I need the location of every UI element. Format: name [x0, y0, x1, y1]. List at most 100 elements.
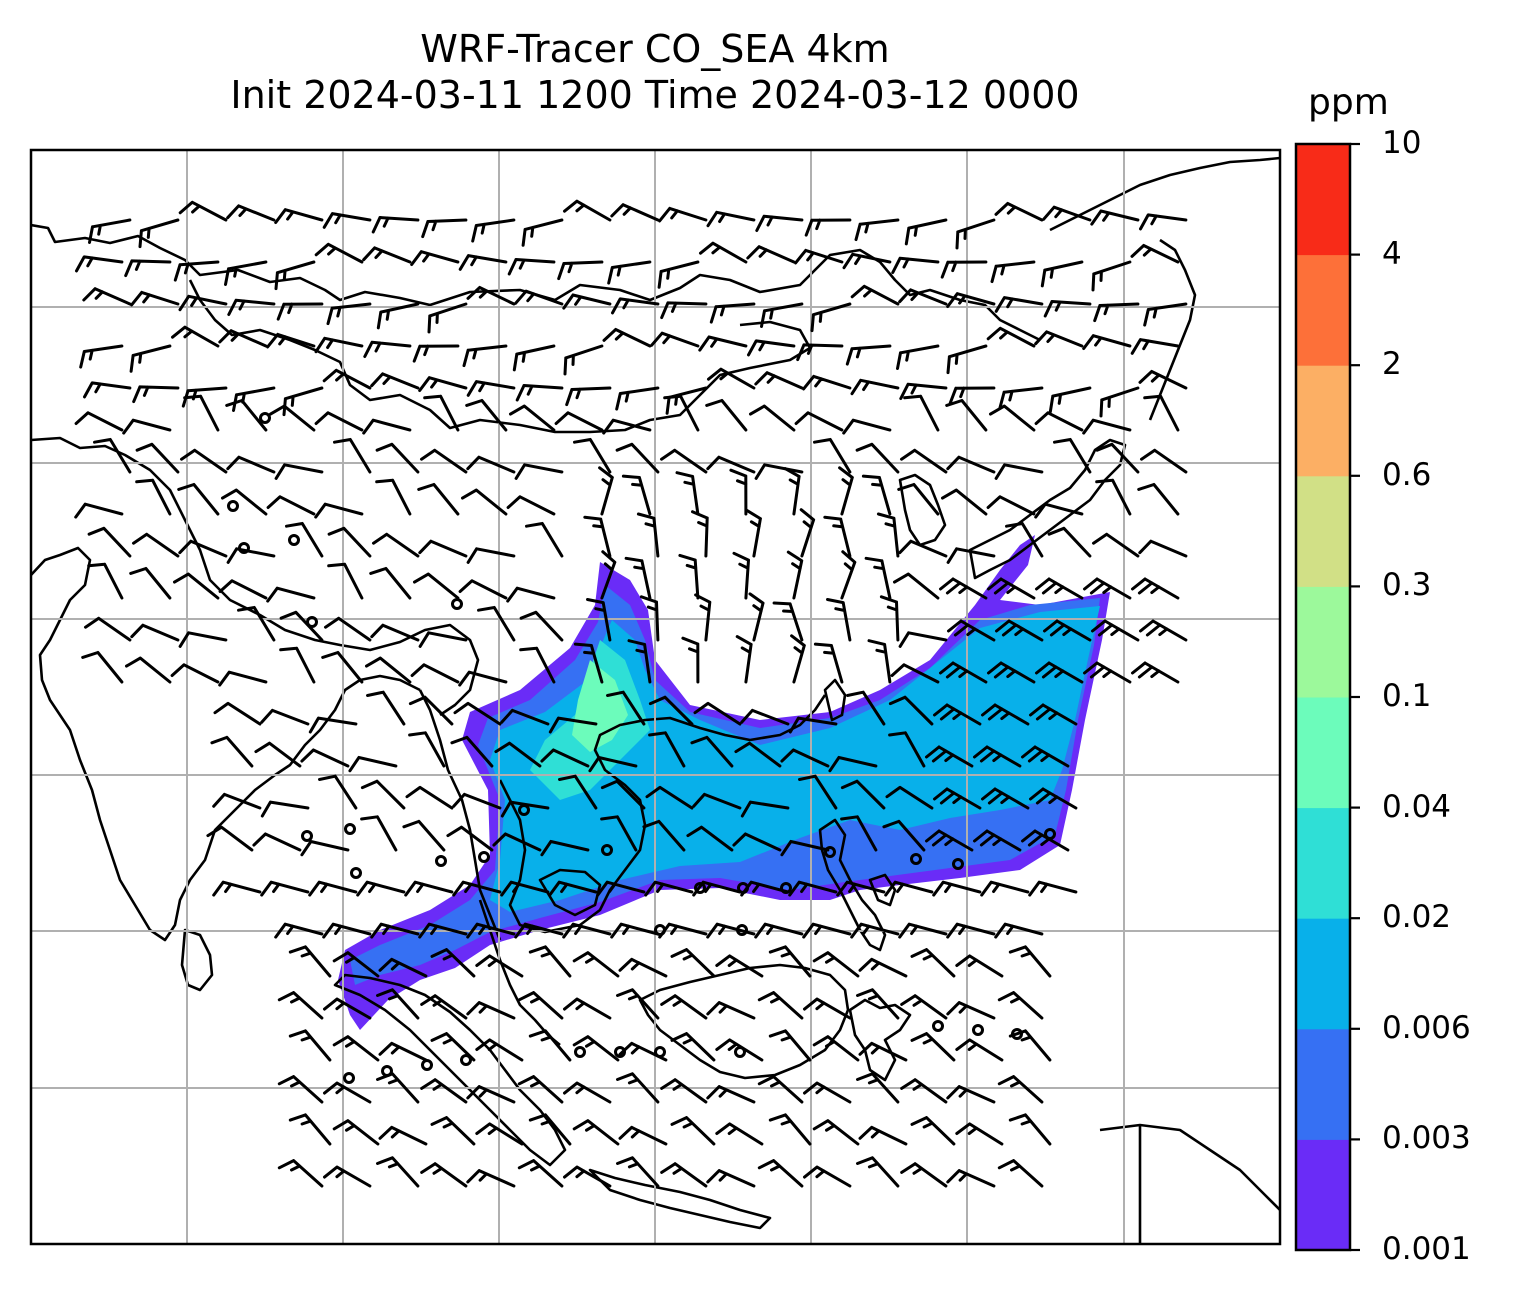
wind-barb: [740, 708, 790, 726]
colorbar-segment-9: [1296, 144, 1350, 256]
wind-barb: [413, 572, 460, 600]
coastline-14: [868, 873, 897, 907]
wind-barb: [757, 991, 804, 1020]
wind-barb: [88, 218, 132, 244]
wind-barb: [642, 819, 686, 852]
wind-barb: [955, 954, 1004, 978]
wind-barb: [754, 371, 804, 390]
wind-barb: [277, 991, 324, 1020]
wind-barb: [1130, 244, 1180, 264]
colorbar-label: 4: [1382, 235, 1402, 272]
coastline-11: [588, 1168, 772, 1230]
wind-barb: [332, 1119, 380, 1146]
wind-barb: [475, 954, 524, 978]
wind-barb: [506, 586, 556, 603]
wind-barb: [946, 455, 996, 474]
wind-barb: [554, 411, 604, 432]
title-line-2: Init 2024-03-11 1200 Time 2024-03-12 000…: [230, 73, 1080, 117]
wind-barb: [452, 880, 502, 897]
coastline-6: [498, 694, 827, 934]
map-frame: [29, 148, 1282, 1246]
wind-barb: [709, 302, 756, 324]
wind-barb: [375, 478, 412, 516]
wind-barb: [326, 302, 372, 326]
wind-barb: [973, 745, 1022, 768]
wind-barb: [1035, 661, 1084, 684]
colorbar-segment-6: [1296, 475, 1350, 587]
wind-barb: [925, 829, 974, 852]
wind-barb: [519, 610, 564, 642]
wind-barb: [333, 438, 372, 474]
wind-barb: [1131, 577, 1180, 600]
wind-barb: [989, 404, 1036, 432]
wind-barb: [670, 1116, 716, 1146]
wind-barb: [466, 1085, 516, 1104]
wind-barb: [285, 522, 324, 558]
wind-barb: [890, 663, 940, 684]
wind-barb: [903, 394, 940, 432]
colorbar-label: 0.04: [1382, 788, 1452, 825]
wind-barb: [412, 344, 460, 363]
wind-barb: [990, 260, 1036, 284]
wind-barb: [332, 951, 380, 978]
wind-barb: [83, 381, 132, 399]
wind-barb: [607, 260, 652, 285]
wind-barb: [348, 756, 398, 773]
wind-barb: [932, 880, 982, 897]
wind-barb: [1082, 418, 1132, 435]
wind-barb: [183, 394, 220, 432]
wind-barb: [500, 800, 550, 818]
wind-barb: [277, 1075, 324, 1104]
colorbar-label: 0.006: [1382, 1009, 1471, 1046]
wind-barb: [322, 212, 372, 229]
wind-barb: [421, 218, 468, 239]
wind-barb: [997, 991, 1044, 1020]
calm-wind-marker: [301, 830, 313, 842]
wind-barb: [528, 1029, 572, 1062]
wind-barb: [796, 343, 844, 362]
wind-barb: [780, 840, 830, 857]
wind-barb: [699, 241, 748, 264]
wind-barb: [528, 945, 572, 978]
wind-barb: [226, 455, 276, 474]
calm-wind-marker: [1011, 1028, 1023, 1040]
wind-barb: [745, 508, 762, 558]
wind-barb: [900, 1162, 948, 1188]
wind-barb: [840, 779, 886, 810]
wind-barb: [430, 1116, 476, 1146]
title-line-1: WRF-Tracer CO_SEA 4km: [420, 27, 890, 71]
wind-barb: [939, 661, 988, 684]
wind-barb: [540, 840, 590, 857]
wind-barb: [252, 832, 302, 852]
wind-barb: [1028, 880, 1078, 897]
wind-barb: [213, 701, 262, 726]
wind-barb: [226, 204, 276, 222]
wind-barb: [212, 880, 262, 897]
calm-wind-marker: [972, 1024, 984, 1036]
wind-barb: [466, 380, 516, 397]
wind-barb: [994, 296, 1044, 313]
wind-barb: [1042, 205, 1092, 222]
wind-barb: [602, 328, 652, 348]
wind-barb: [453, 701, 502, 726]
wind-barb: [946, 1001, 996, 1020]
wind-barb: [1043, 619, 1092, 642]
wind-barb: [418, 539, 468, 558]
wind-barb: [420, 1078, 468, 1104]
colorbar-segment-8: [1296, 254, 1350, 366]
wind-barb: [173, 572, 220, 600]
wind-barb: [548, 880, 598, 897]
wind-barb: [1095, 442, 1140, 474]
wind-barb: [997, 1159, 1044, 1188]
wind-barb: [660, 448, 708, 474]
wind-barb: [644, 880, 694, 897]
calm-wind-marker: [736, 924, 748, 936]
wind-barb: [375, 442, 420, 474]
wind-barb: [879, 595, 900, 642]
wind-barb: [618, 1125, 668, 1146]
wind-barb: [812, 1119, 860, 1146]
wind-barb: [314, 336, 364, 354]
wind-barb: [735, 635, 753, 684]
wind-barb: [670, 948, 716, 978]
